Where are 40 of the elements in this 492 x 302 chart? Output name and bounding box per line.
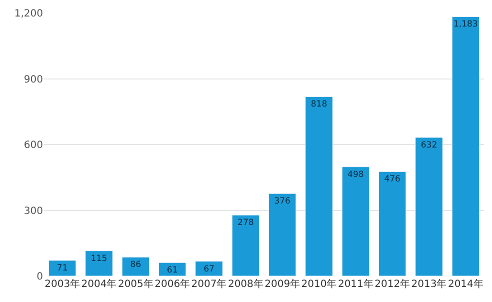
data-label: 632: [420, 140, 438, 150]
data-label: 376: [274, 196, 290, 207]
x-tick-label: 2009年: [264, 278, 300, 290]
bar: [378, 171, 406, 276]
bar: [452, 16, 480, 276]
x-tick-label: 2011年: [338, 278, 374, 290]
x-tick-label: 2014年: [448, 278, 484, 290]
data-label: 86: [130, 260, 142, 270]
bar: [268, 193, 296, 276]
y-tick-label: 600: [24, 140, 43, 151]
bar: [48, 260, 76, 276]
bar: [232, 214, 260, 276]
data-label: 476: [384, 174, 400, 185]
data-label: 71: [56, 263, 68, 274]
bar: [122, 256, 150, 276]
y-tick-label: 0: [36, 272, 43, 282]
x-tick-label: 2007年: [191, 278, 227, 290]
bar: [415, 137, 443, 276]
data-label: 498: [348, 170, 364, 180]
y-tick-label: 300: [24, 206, 43, 217]
data-label: 818: [310, 100, 328, 110]
x-tick-label: 2004年: [81, 278, 117, 290]
x-tick-label: 2008年: [228, 278, 264, 290]
data-label: 67: [204, 264, 214, 274]
x-tick-label: 2006年: [154, 278, 190, 290]
bar: [342, 166, 370, 276]
bar: [85, 250, 113, 276]
y-tick-label: 1,200: [14, 8, 43, 20]
bar: [305, 96, 333, 276]
y-tick-label: 900: [24, 74, 43, 86]
data-label: 1,183: [453, 20, 478, 30]
x-tick-label: 2013年: [411, 278, 447, 290]
data-label: 61: [166, 266, 178, 276]
x-tick-label: 2003年: [44, 278, 80, 290]
data-label: 278: [238, 218, 254, 228]
data-label: 115: [90, 254, 108, 264]
x-tick-label: 2005年: [118, 278, 154, 290]
x-tick-label: 2012年: [374, 278, 410, 290]
bar: [195, 261, 223, 276]
x-tick-label: 2010年: [301, 278, 337, 290]
